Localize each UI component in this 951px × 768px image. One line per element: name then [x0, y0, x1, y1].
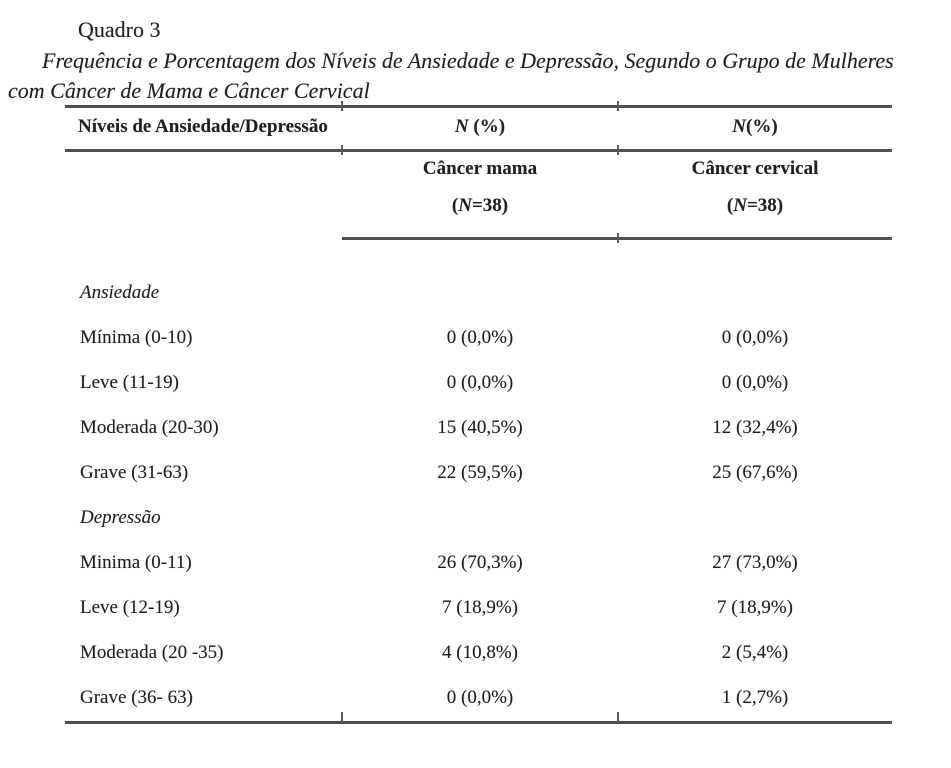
table-row: Moderada (20-30) 15 (40,5%) 12 (32,4%) [65, 405, 892, 450]
table-bottom-rule [65, 721, 892, 724]
n-value: =38) [471, 195, 509, 216]
cervical-value: 25 (67,6%) [712, 461, 798, 483]
paren: ( [726, 195, 734, 216]
table-header-rule [65, 149, 892, 152]
row-label: Grave (36- 63) [80, 686, 193, 708]
mama-value: 26 (70,3%) [437, 551, 523, 573]
header-levels: Níveis de Ansiedade/Depressão [78, 116, 328, 137]
paren: ( [451, 195, 459, 216]
mama-value: 0 (0,0%) [446, 371, 514, 393]
header-n-cervical: N(%) [618, 116, 892, 138]
table-row: Leve (12-19) 7 (18,9%) 7 (18,9%) [65, 585, 892, 630]
table-title: Frequência e Porcentagem dos Níveis de A… [8, 46, 944, 106]
column-tick [341, 712, 343, 722]
column-tick [341, 101, 343, 111]
table-group-n-row: (N=38) (N=38) [65, 195, 892, 217]
column-tick [617, 712, 619, 722]
mama-value: 0 (0,0%) [446, 326, 514, 348]
row-label: Grave (31-63) [80, 461, 189, 483]
group-cervical-n: (N=38) [618, 195, 892, 217]
cervical-value: 0 (0,0%) [721, 326, 789, 348]
header-n-cervical-suffix: (%) [746, 116, 778, 137]
n-value: =38) [746, 195, 784, 216]
data-table: Níveis de Ansiedade/Depressão N (%) N(%)… [65, 101, 892, 724]
table-row-section-ansiedade: Ansiedade [65, 270, 892, 315]
cervical-value: 0 (0,0%) [721, 371, 789, 393]
cervical-value: 12 (32,4%) [712, 416, 798, 438]
row-label: Leve (11-19) [80, 371, 179, 393]
n-symbol: N [733, 195, 747, 216]
mama-value: 15 (40,5%) [437, 416, 523, 438]
table-header-row: Níveis de Ansiedade/Depressão N (%) N(%) [65, 105, 892, 149]
row-label: Moderada (20-30) [80, 416, 219, 438]
cervical-value: 2 (5,4%) [721, 641, 789, 663]
cervical-value: 7 (18,9%) [717, 596, 793, 618]
group-n-empty-cell [65, 195, 342, 217]
column-tick [341, 145, 343, 155]
group-empty-cell [65, 158, 342, 180]
table-row: Leve (11-19) 0 (0,0%) 0 (0,0%) [65, 360, 892, 405]
table-body: Ansiedade Mínima (0-10) 0 (0,0%) 0 (0,0%… [65, 237, 892, 720]
n-symbol: N [458, 195, 472, 216]
header-n-mama-suffix: (%) [468, 116, 506, 137]
row-label: Mínima (0-10) [80, 326, 193, 348]
mama-value: 7 (18,9%) [442, 596, 518, 618]
table-row: Moderada (20 -35) 4 (10,8%) 2 (5,4%) [65, 630, 892, 675]
mama-value: 22 (59,5%) [437, 461, 523, 483]
table-group-row: Câncer mama Câncer cervical [65, 158, 892, 180]
header-n-mama-n: N [454, 116, 469, 137]
table-row: Mínima (0-10) 0 (0,0%) 0 (0,0%) [65, 315, 892, 360]
column-tick [617, 145, 619, 155]
row-label: Leve (12-19) [80, 596, 180, 618]
mama-value: 0 (0,0%) [446, 686, 514, 708]
row-label: Ansiedade [80, 281, 160, 303]
mama-value: 4 (10,8%) [442, 641, 518, 663]
row-label: Moderada (20 -35) [80, 641, 224, 663]
group-cervical-name: Câncer cervical [691, 158, 819, 179]
header-n-mama: N (%) [342, 116, 618, 138]
row-label: Depressão [80, 506, 161, 528]
table-row: Grave (31-63) 22 (59,5%) 25 (67,6%) [65, 450, 892, 495]
table-title-line-1: Frequência e Porcentagem dos Níveis de A… [42, 48, 894, 73]
column-tick [617, 101, 619, 111]
column-tick [617, 233, 619, 243]
table-row: Minima (0-11) 26 (70,3%) 27 (73,0%) [65, 540, 892, 585]
table-row-section-depressao: Depressão [65, 495, 892, 540]
group-mama-name: Câncer mama [422, 158, 538, 179]
table-top-rule [65, 105, 892, 108]
cervical-value: 27 (73,0%) [712, 551, 798, 573]
table-row: Grave (36- 63) 0 (0,0%) 1 (2,7%) [65, 675, 892, 720]
table-title-line-2: com Câncer de Mama e Câncer Cervical [8, 78, 370, 103]
row-label: Minima (0-11) [80, 551, 192, 573]
group-mama-n: (N=38) [342, 195, 618, 217]
cervical-value: 1 (2,7%) [721, 686, 789, 708]
header-n-cervical-n: N [732, 116, 747, 137]
table-number-label: Quadro 3 [78, 17, 161, 42]
